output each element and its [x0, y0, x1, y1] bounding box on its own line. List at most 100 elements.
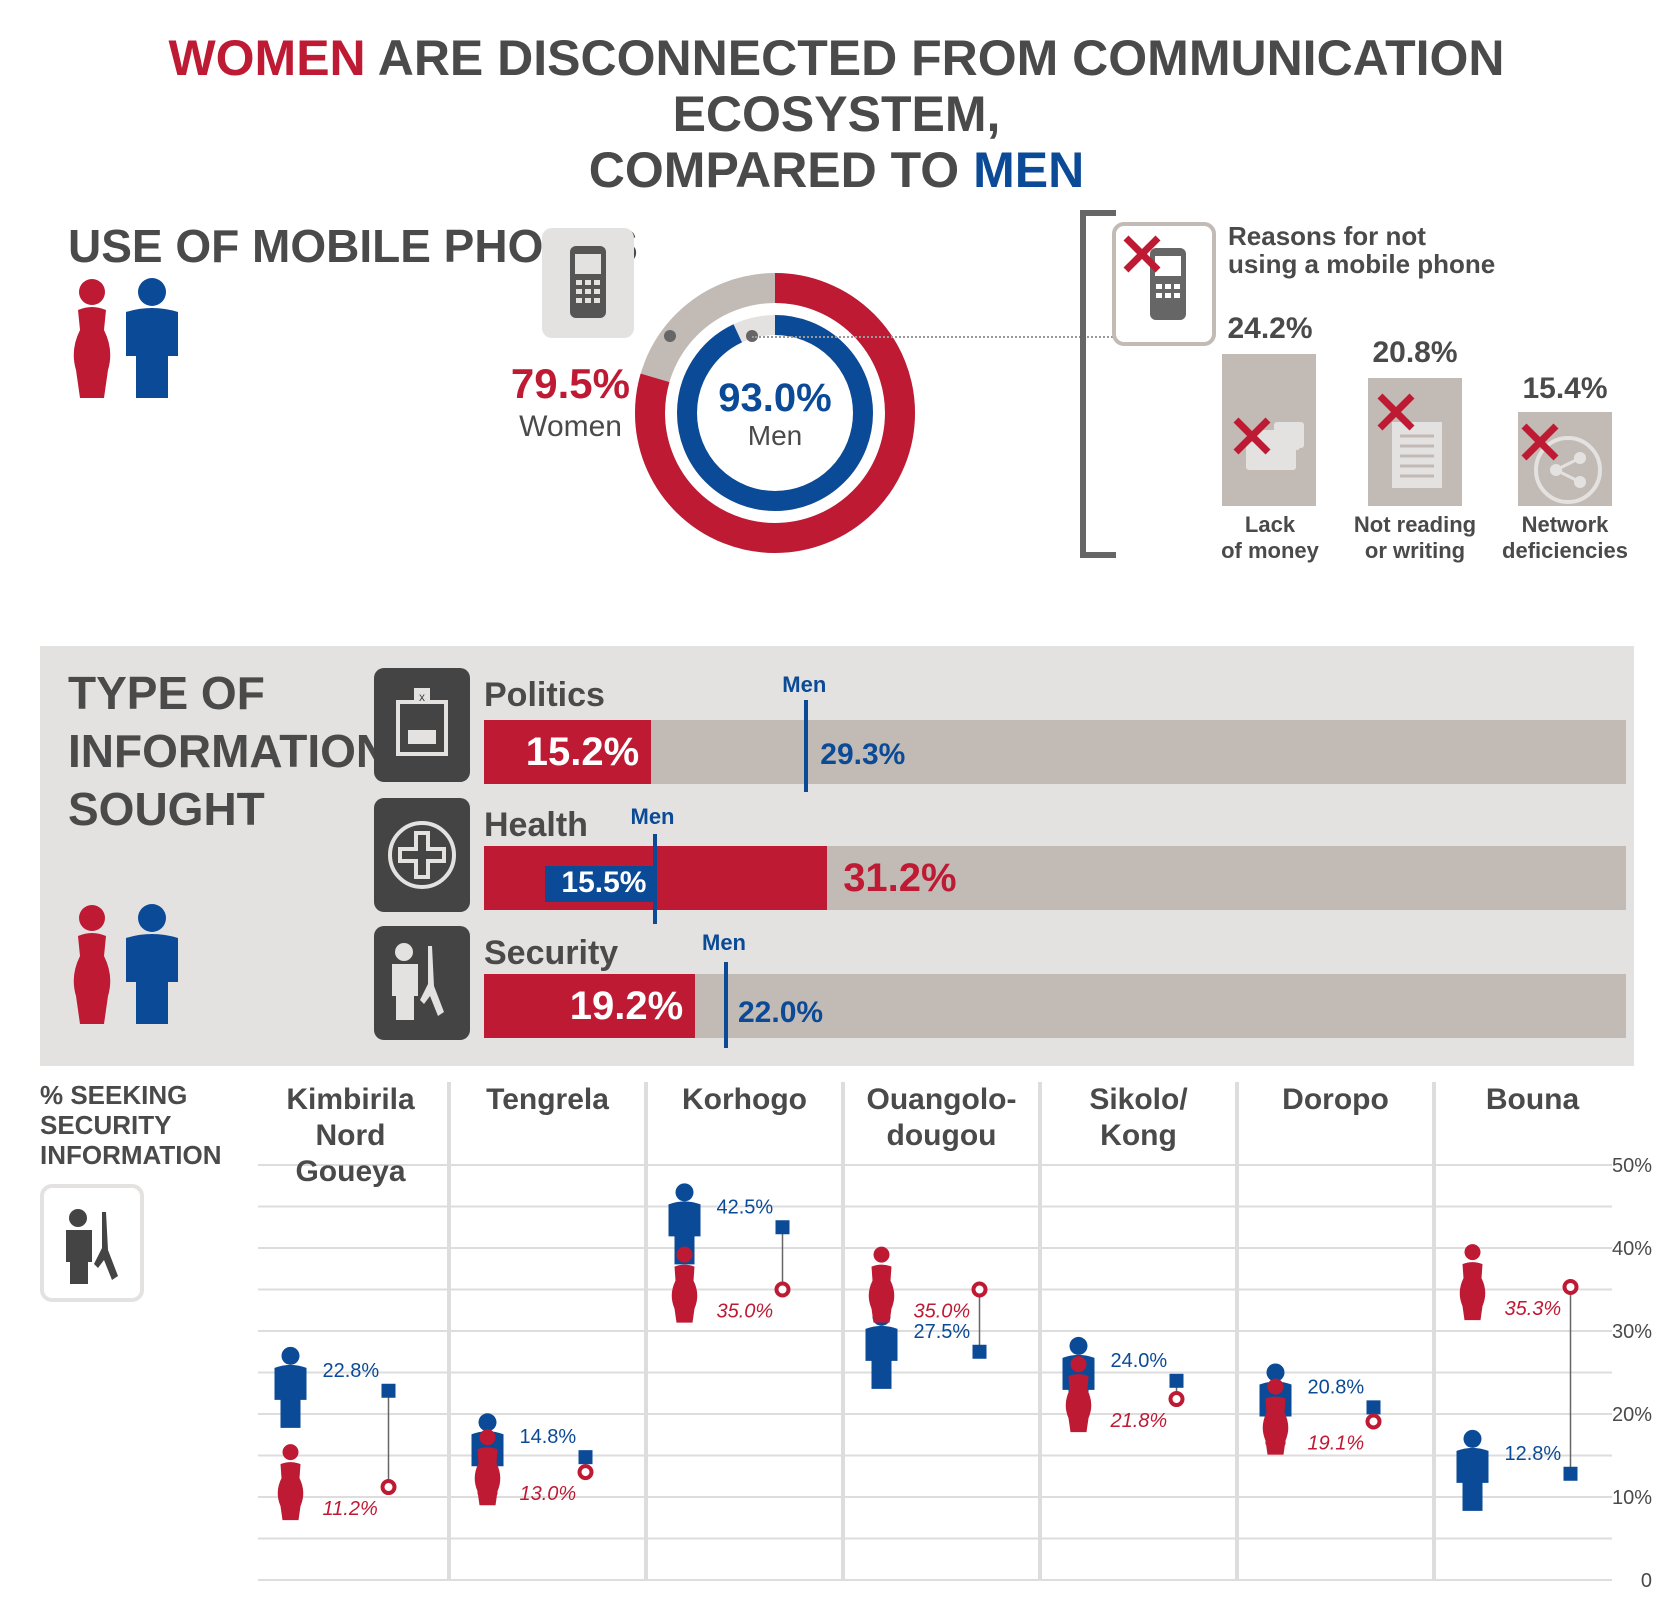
woman-figure-icon: [671, 1246, 698, 1323]
woman-figure-icon: [277, 1444, 304, 1521]
axis-tick-label: 30%: [1612, 1321, 1652, 1343]
men-value-label: 14.8%: [520, 1426, 577, 1448]
title-line1: ARE DISCONNECTED FROM COMMUNICATION ECOS…: [365, 30, 1505, 142]
mobile-donut-chart: [635, 273, 915, 553]
axis-tick-label: 40%: [1612, 1238, 1652, 1260]
women-men-icon: [73, 904, 178, 1024]
region-label: Doropo: [1282, 1083, 1389, 1116]
axis-tick-label: 0: [1641, 1570, 1652, 1590]
reason-label-literacy: Not reading or writing: [1353, 512, 1477, 563]
info-value-men-politics: 29.3%: [820, 738, 906, 771]
women-value-label: 35.0%: [717, 1301, 774, 1323]
info-bar-women-security: [484, 974, 696, 1038]
woman-figure-icon: [1459, 1244, 1486, 1321]
men-value-label: 12.8%: [1505, 1443, 1562, 1465]
women-marker: [971, 1281, 988, 1298]
info-label-health: Health: [484, 806, 588, 844]
men-marker: [1563, 1466, 1578, 1481]
women-ring-marker: [664, 330, 676, 342]
info-marker-men-security: [724, 962, 728, 1048]
women-marker: [1365, 1413, 1382, 1430]
men-marker: [1366, 1400, 1381, 1415]
men-marker: [775, 1220, 790, 1235]
reason-bar-money: [1222, 354, 1316, 506]
info-value-women-politics: 15.2%: [525, 730, 640, 774]
security-heading: % SEEKING SECURITY INFORMATION: [40, 1080, 222, 1170]
cross-icon: [1233, 417, 1271, 455]
men-tag: Men: [702, 930, 746, 955]
info-value-women-health: 31.2%: [843, 856, 957, 900]
men-mobile-label: Men: [747, 420, 803, 451]
security-chart: 0 10% 20% 30% 40% 50% 22.8% 11.2% 14.8% 13.0% 42.5…: [258, 1082, 1652, 1590]
reasons-bracket: [1080, 210, 1086, 558]
axis-tick-label: 10%: [1612, 1487, 1652, 1509]
women-mobile-label: Women: [519, 410, 622, 443]
women-value-label: 13.0%: [520, 1483, 577, 1505]
woman-figure-icon: [73, 905, 111, 1024]
connector-dotted-line: [752, 336, 1152, 338]
women-value-label: 35.0%: [914, 1301, 971, 1323]
men-value-label: 20.8%: [1308, 1376, 1365, 1398]
men-tag: Men: [782, 672, 827, 697]
man-figure-icon: [668, 1183, 701, 1265]
men-marker: [972, 1344, 987, 1359]
title-women: WOMEN: [168, 30, 366, 86]
woman-figure-icon: [73, 279, 111, 398]
men-value-label: 24.0%: [1111, 1350, 1168, 1372]
women-mobile-value: 79.5%: [510, 360, 630, 407]
men-value-label: 27.5%: [914, 1321, 971, 1343]
title-line2: COMPARED TO: [588, 142, 974, 198]
women-value-label: 11.2%: [323, 1498, 378, 1520]
info-heading: TYPE OF INFORMATION SOUGHT: [68, 667, 390, 835]
woman-figure-icon: [868, 1246, 895, 1323]
cross-icon: [1123, 235, 1161, 273]
cross-icon: [1521, 423, 1559, 461]
men-value-label: 22.8%: [323, 1360, 380, 1382]
woman-figure-icon: [1065, 1356, 1092, 1433]
info-marker-men-politics: [804, 700, 809, 792]
women-marker: [774, 1281, 791, 1298]
ballot-box-icon: x: [374, 668, 470, 782]
women-marker: [1562, 1279, 1579, 1296]
info-bar-women-politics: [484, 720, 652, 784]
title-men: MEN: [973, 142, 1085, 198]
info-box-men-health: [544, 866, 655, 902]
man-figure-icon: [126, 904, 178, 1024]
page-title: WOMEN ARE DISCONNECTED FROM COMMUNICATIO…: [0, 30, 1673, 198]
reason-label-money: Lack of money: [1221, 512, 1319, 563]
region-label: Ouangolo-dougou: [866, 1083, 1017, 1152]
soldier-icon: [374, 926, 470, 1040]
men-ring-arc: [677, 315, 873, 511]
region-label: Korhogo: [682, 1083, 807, 1116]
info-value-men-security: 22.0%: [738, 996, 824, 1029]
man-figure-icon: [1456, 1429, 1489, 1511]
reason-bar-network: [1518, 412, 1612, 506]
mobile-phone-icon: [542, 228, 634, 338]
region-label: Sikolo/Kong: [1089, 1083, 1188, 1152]
axis-tick-label: 50%: [1612, 1155, 1652, 1177]
women-marker: [380, 1479, 397, 1496]
woman-figure-icon: [474, 1429, 501, 1506]
woman-figure-icon: [1262, 1378, 1289, 1455]
svg-text:x: x: [419, 690, 425, 704]
women-value-label: 35.3%: [1505, 1298, 1562, 1320]
men-value-label: 42.5%: [717, 1196, 774, 1218]
cross-icon: [1377, 393, 1415, 431]
region-label: Tengrela: [486, 1083, 609, 1116]
men-marker: [1169, 1373, 1184, 1388]
no-phone-icon: [1112, 222, 1216, 346]
share-network-icon: [1534, 436, 1602, 504]
info-label-security: Security: [484, 934, 619, 972]
info-label-politics: Politics: [484, 676, 605, 714]
man-figure-icon: [274, 1346, 307, 1428]
women-ring-arc: [635, 273, 915, 553]
reason-bar-literacy: [1368, 378, 1462, 506]
info-marker-men-health: [652, 834, 657, 924]
reason-label-network: Network deficiencies: [1502, 512, 1628, 563]
reason-value: 15.4%: [1522, 372, 1608, 405]
region-label: Bouna: [1485, 1083, 1580, 1116]
region-label: Kimbirila Nord Goueya: [286, 1083, 415, 1188]
health-cross-icon: [374, 798, 470, 912]
women-men-icon: [73, 278, 178, 398]
men-tag: Men: [630, 804, 675, 829]
